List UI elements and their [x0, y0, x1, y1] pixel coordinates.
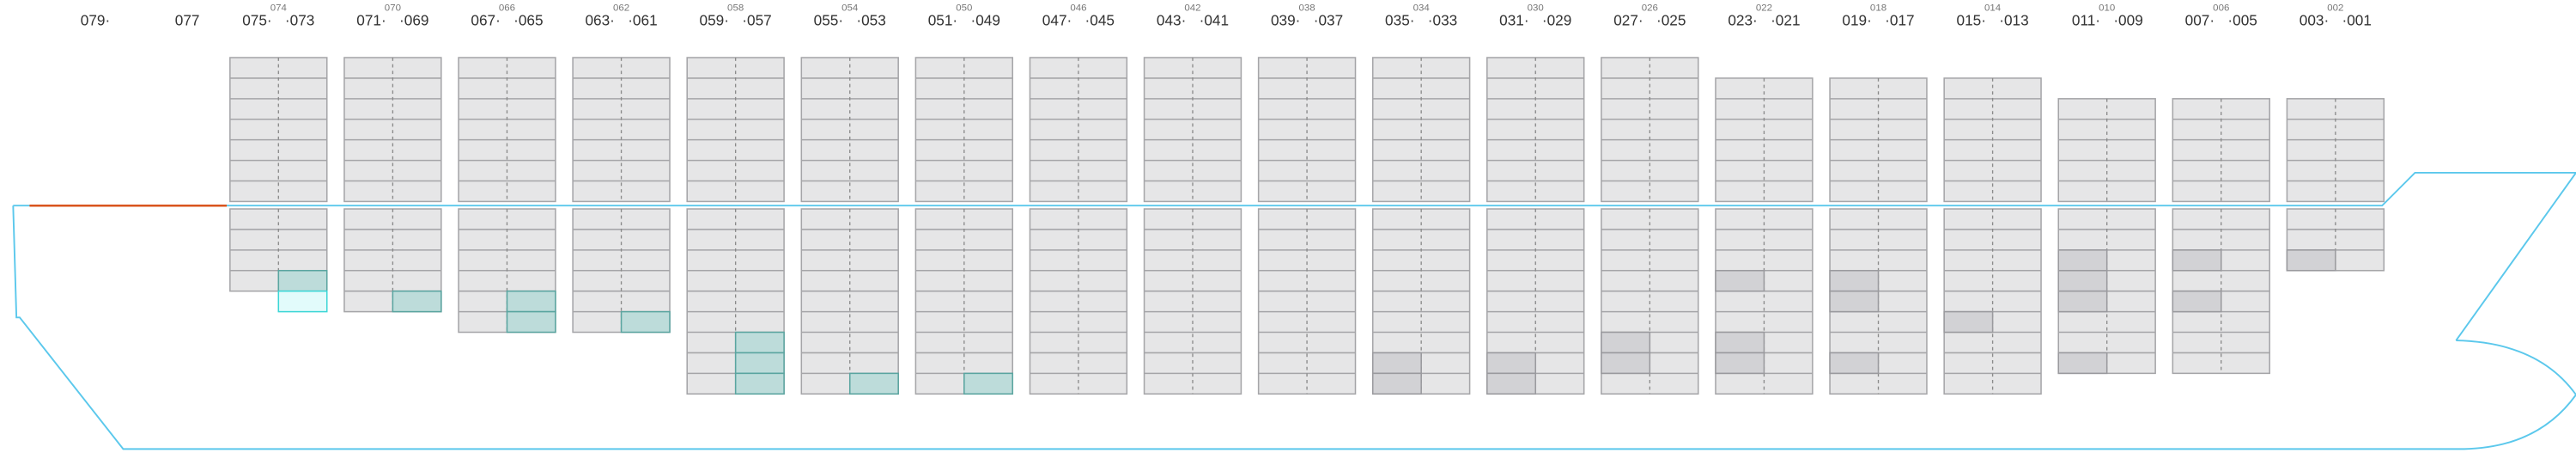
occupied-slot	[277, 270, 328, 292]
reserved-slot	[1715, 270, 1765, 292]
reserved-slot	[1829, 290, 1880, 313]
bay-label: 067·	[471, 11, 500, 28]
bay-label: ·057	[742, 11, 771, 28]
bay-label: 027·	[1613, 11, 1643, 28]
bay-label: 003·	[2300, 11, 2329, 28]
bay-label-mid: 002	[2327, 3, 2343, 14]
hull-outline	[13, 171, 2576, 341]
reserved-slot	[1829, 270, 1880, 292]
occupied-slot	[734, 331, 785, 354]
bay-label: 015·	[1957, 11, 1986, 28]
occupied-slot	[506, 310, 556, 334]
bay-label-mid: 042	[1184, 3, 1200, 14]
bay-label: ·021	[1771, 11, 1800, 28]
bay-label-mid: 034	[1413, 3, 1431, 14]
bay-label-mid: 074	[270, 3, 288, 14]
bay-label: ·009	[2113, 11, 2142, 28]
bay-label: 047·	[1042, 11, 1072, 28]
occupied-slot	[963, 372, 1014, 395]
occupied-slot	[392, 290, 442, 313]
bay-label-mid: 054	[841, 3, 859, 14]
bay-label: 039·	[1271, 11, 1300, 28]
bay-label: ·061	[628, 11, 657, 28]
reserved-slot	[1486, 352, 1537, 375]
selected-slot	[277, 290, 328, 313]
bay-label: 059·	[700, 11, 729, 28]
bay-label-mid: 058	[727, 3, 744, 14]
bay-label-mid: 030	[1528, 3, 1544, 14]
bay-label-mid: 038	[1299, 3, 1315, 14]
bay-label: 079·	[81, 11, 110, 28]
bay-label-mid: 014	[1984, 3, 2002, 14]
bay-label: ·013	[1999, 11, 2028, 28]
bay-label: ·017	[1885, 11, 1914, 28]
bay-label-mid: 070	[385, 3, 401, 14]
bay-label: 077	[175, 11, 200, 28]
bay-label: ·029	[1542, 11, 1571, 28]
occupied-slot	[848, 372, 899, 395]
bay-label: 011·	[2072, 11, 2100, 28]
occupied-slot	[734, 372, 785, 395]
bay-label: ·033	[1428, 11, 1457, 28]
bay-label: ·053	[856, 11, 885, 28]
bay-label-mid: 026	[1642, 3, 1658, 14]
bays	[229, 57, 2385, 395]
bay-label: ·049	[970, 11, 999, 28]
reserved-slot	[1715, 352, 1765, 375]
bay-label: ·041	[1200, 11, 1229, 28]
reserved-slot	[2057, 352, 2108, 375]
reserved-slot	[2172, 290, 2222, 313]
reserved-slot	[2057, 249, 2108, 272]
bay-label: ·001	[2342, 11, 2372, 28]
bay-label-mid: 006	[2213, 3, 2229, 14]
bay-label: ·037	[1314, 11, 1343, 28]
bay-label: 007·	[2185, 11, 2215, 28]
bay-label: 075·	[242, 11, 271, 28]
occupied-slot	[620, 310, 671, 334]
reserved-slot	[1829, 352, 1880, 375]
bay-label: 031·	[1499, 11, 1528, 28]
bay-label: ·005	[2227, 11, 2257, 28]
bay-label: ·073	[285, 11, 314, 28]
occupied-slot	[734, 352, 785, 375]
reserved-slot	[1371, 372, 1422, 395]
bay-label: 019·	[1842, 11, 1871, 28]
bay-label-mid: 010	[2099, 3, 2115, 14]
reserved-slot	[1715, 331, 1765, 354]
reserved-slot	[1601, 331, 1651, 354]
bay-label: 071·	[356, 11, 386, 28]
reserved-slot	[1486, 372, 1537, 395]
bay-label: ·069	[399, 11, 428, 28]
reserved-slot	[2286, 249, 2336, 272]
bay-label-mid: 062	[613, 3, 629, 14]
reserved-slot	[2172, 249, 2222, 272]
bay-label: 051·	[928, 11, 957, 28]
bay-label: 063·	[585, 11, 614, 28]
bay-label-mid: 050	[956, 3, 972, 14]
reserved-slot	[1943, 310, 1994, 334]
bay-label-mid: 018	[1870, 3, 1886, 14]
hull-bow	[12, 205, 2576, 450]
bay-label: 023·	[1728, 11, 1757, 28]
reserved-slot	[1601, 352, 1651, 375]
occupied-slot	[506, 290, 556, 313]
bay-label: 043·	[1157, 11, 1186, 28]
bay-label: 055·	[814, 11, 843, 28]
bay-label: ·025	[1656, 11, 1686, 28]
bay-label: 035·	[1385, 11, 1414, 28]
bay-label-mid: 022	[1756, 3, 1772, 14]
reserved-slot	[2057, 290, 2108, 313]
bay-label: ·045	[1085, 11, 1115, 28]
bay-label-mid: 066	[499, 3, 515, 14]
bay-label: ·065	[513, 11, 543, 28]
reserved-slot	[1371, 352, 1422, 375]
bay-label-mid: 046	[1070, 3, 1086, 14]
reserved-slot	[2057, 270, 2108, 292]
